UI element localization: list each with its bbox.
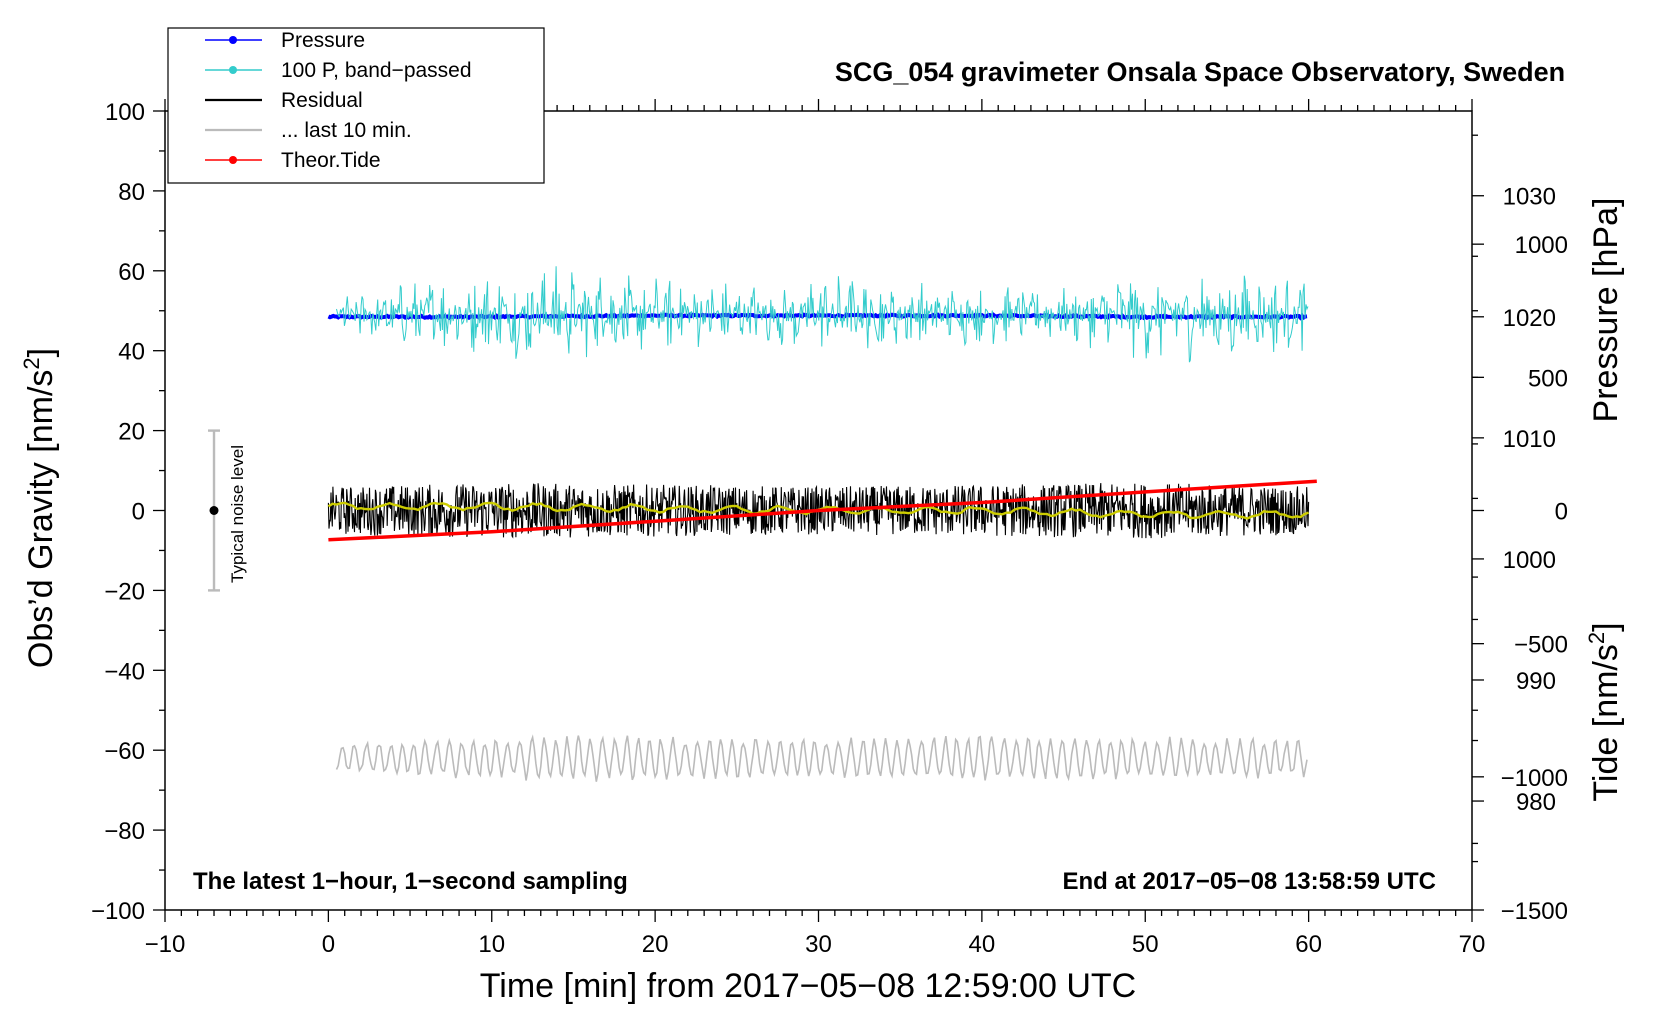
noise-level-bar <box>208 429 221 592</box>
y-left-tick-label: 20 <box>118 419 145 446</box>
tide-tick-label: −1000 <box>1501 765 1568 792</box>
tide-axis-title-main: Tide [nm/s <box>1587 644 1625 801</box>
x-axis-ticks: −10 0 10 20 30 40 50 60 70 <box>145 99 1486 958</box>
tide-tick-label: 0 <box>1555 499 1568 526</box>
x-tick-label: 10 <box>478 931 505 958</box>
x-tick-label: 0 <box>322 931 335 958</box>
tide-tick-label: −1500 <box>1501 898 1568 925</box>
pressure-tick-label: 980 <box>1516 789 1556 816</box>
pressure-tick-label: 1020 <box>1503 305 1556 332</box>
noise-bar-center-dot <box>209 506 219 515</box>
x-tick-label: 70 <box>1459 931 1486 958</box>
annotation-left: The latest 1−hour, 1−second sampling <box>193 868 628 895</box>
y-left-axis-title-main: Obs’d Gravity [nm/s <box>22 370 60 669</box>
series-pressure-line <box>327 312 1308 321</box>
y-left-tick-label: 0 <box>132 499 145 526</box>
tide-tick-label: 1000 <box>1515 232 1568 259</box>
series-tide-line <box>328 479 1317 542</box>
x-tick-label: 40 <box>969 931 996 958</box>
legend: Pressure 100 P, band−passed Residual ...… <box>167 27 545 184</box>
x-tick-label: 20 <box>642 931 669 958</box>
legend-bandpassed-label: 100 P, band−passed <box>281 59 472 82</box>
y-left-axis-title-sup: 2 <box>19 357 44 369</box>
annotation-right: End at 2017−05−08 13:58:59 UTC <box>1062 868 1436 895</box>
legend-bandpassed-marker <box>229 66 237 74</box>
pressure-tick-label: 1000 <box>1503 547 1556 574</box>
legend-pressure-label: Pressure <box>281 29 365 52</box>
legend-tide-label: Theor.Tide <box>281 149 381 172</box>
y-left-tick-label: −80 <box>104 818 145 845</box>
tide-axis-title-end: ] <box>1587 622 1625 631</box>
series-last10min-line <box>335 734 1308 782</box>
y-left-tick-label: 80 <box>118 179 145 206</box>
y-left-axis-title-end: ] <box>22 348 60 357</box>
y-left-tick-label: −100 <box>91 898 145 925</box>
y-left-tick-label: 40 <box>118 339 145 366</box>
legend-tide-marker <box>229 156 237 164</box>
tide-tick-label: 500 <box>1528 365 1568 392</box>
tide-axis-title-sup: 2 <box>1584 632 1609 644</box>
tide-axis-ticks: −1500 −1000 −500 0 500 1000 <box>1472 232 1568 925</box>
noise-level-label: Typical noise level <box>228 445 247 583</box>
pressure-tick-label: 1010 <box>1503 426 1556 453</box>
tide-axis-title: Tide [nm/s2] <box>1584 622 1625 801</box>
y-left-tick-label: 60 <box>118 259 145 286</box>
x-axis-title: Time [min] from 2017−05−08 12:59:00 UTC <box>480 967 1136 1005</box>
series-bandpassed-line <box>336 266 1309 363</box>
legend-pressure-marker <box>229 36 237 44</box>
tide-tick-label: −500 <box>1514 632 1568 659</box>
series-layer <box>327 266 1317 782</box>
y-left-tick-label: 100 <box>105 99 145 126</box>
y-left-tick-label: −60 <box>104 738 145 765</box>
x-tick-label: 30 <box>805 931 832 958</box>
y-left-tick-label: −20 <box>104 578 145 605</box>
pressure-axis-title: Pressure [hPa] <box>1587 198 1625 423</box>
y-left-axis-title: Obs’d Gravity [nm/s2] <box>19 348 60 668</box>
pressure-tick-label: 990 <box>1516 668 1556 695</box>
x-tick-label: −10 <box>145 931 186 958</box>
legend-last10min-label: ... last 10 min. <box>281 119 412 142</box>
x-tick-label: 60 <box>1295 931 1322 958</box>
pressure-tick-label: 1030 <box>1503 184 1556 211</box>
chart-title: SCG_054 gravimeter Onsala Space Observat… <box>835 57 1565 87</box>
y-left-axis-ticks: −100 −80 −60 −40 −20 0 20 40 60 80 100 <box>91 99 165 925</box>
legend-residual-label: Residual <box>281 89 363 112</box>
y-left-tick-label: −40 <box>104 658 145 685</box>
x-tick-label: 50 <box>1132 931 1159 958</box>
series-residual-line <box>327 483 1310 539</box>
